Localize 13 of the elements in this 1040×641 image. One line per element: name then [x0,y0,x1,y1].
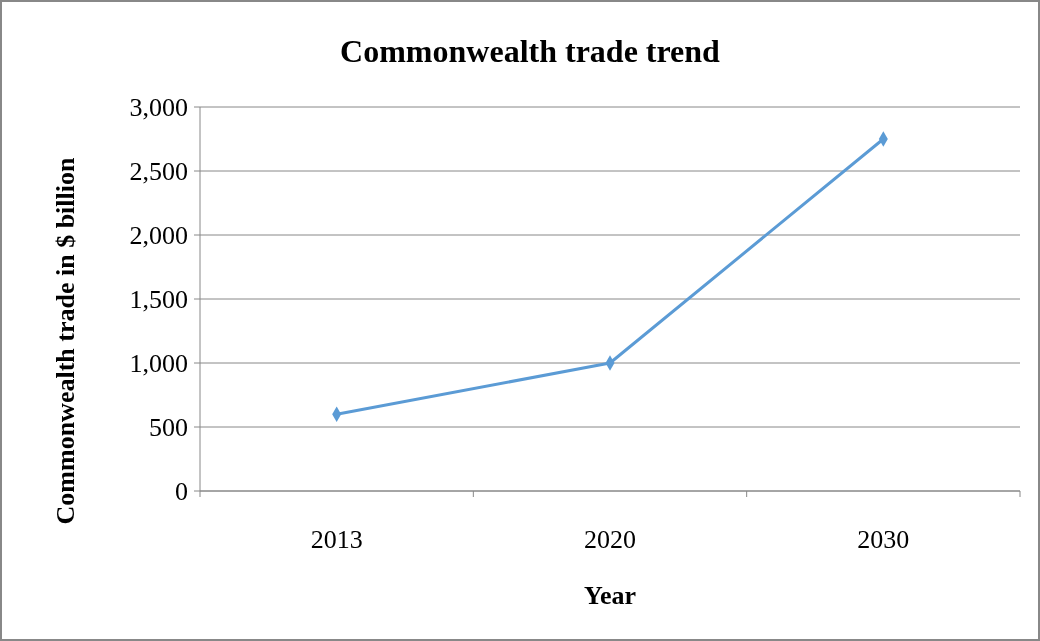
y-tick-label: 3,000 [129,93,188,123]
y-axis-title: Commonwealth trade in $ billion [51,157,80,525]
x-tick-label: 2020 [584,525,636,554]
y-tick-label: 500 [149,413,188,443]
x-tick-label: 2030 [857,525,910,554]
y-tick-label: 0 [175,477,188,507]
x-tick-label: 2013 [310,525,363,554]
y-tick-label: 2,000 [129,221,188,251]
y-tick-label: 1,000 [129,349,188,379]
y-tick-label: 2,500 [129,157,188,187]
chart-title: Commonwealth trade trend [340,33,721,69]
y-tick-label: 1,500 [129,285,188,315]
x-axis-title: Year [584,581,636,610]
